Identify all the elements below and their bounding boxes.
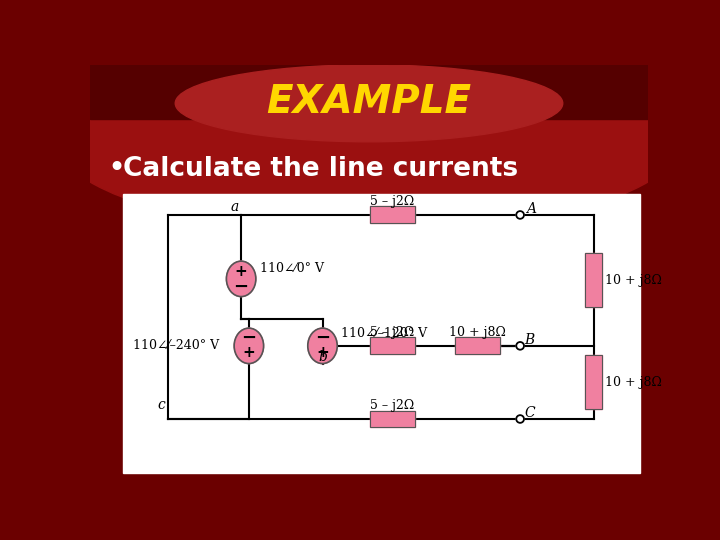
Bar — [370, 338, 415, 354]
Bar — [370, 410, 415, 428]
Bar — [455, 338, 500, 354]
Text: 5 – j2Ω: 5 – j2Ω — [370, 400, 415, 413]
Circle shape — [516, 211, 524, 219]
Text: C: C — [524, 406, 535, 420]
Circle shape — [516, 415, 524, 423]
Text: 5 – j2Ω: 5 – j2Ω — [370, 326, 415, 339]
Text: 10 + j8Ω: 10 + j8Ω — [605, 376, 662, 389]
Text: −: − — [241, 329, 256, 347]
Text: b: b — [318, 349, 327, 363]
Bar — [90, 65, 648, 119]
Text: Calculate the line currents: Calculate the line currents — [122, 156, 518, 182]
Text: B: B — [524, 333, 534, 347]
Text: 10 + j8Ω: 10 + j8Ω — [449, 326, 506, 339]
Ellipse shape — [226, 261, 256, 296]
Bar — [370, 206, 415, 224]
Ellipse shape — [307, 328, 337, 363]
Text: 110∠⁄–240° V: 110∠⁄–240° V — [132, 339, 219, 353]
Ellipse shape — [175, 65, 563, 142]
Bar — [585, 253, 602, 307]
Text: +: + — [243, 345, 256, 360]
Text: +: + — [316, 345, 329, 360]
Bar — [585, 355, 602, 409]
Text: +: + — [235, 265, 248, 279]
Text: 5 – j2Ω: 5 – j2Ω — [370, 195, 415, 208]
Bar — [122, 194, 640, 473]
Text: c: c — [158, 398, 165, 412]
Bar — [585, 253, 602, 307]
Ellipse shape — [51, 34, 687, 234]
Bar — [455, 338, 500, 354]
Text: •: • — [107, 154, 125, 183]
Ellipse shape — [234, 328, 264, 363]
Bar — [370, 338, 415, 354]
Text: EXAMPLE: EXAMPLE — [266, 83, 472, 121]
Text: 10 + j8Ω: 10 + j8Ω — [605, 274, 662, 287]
Text: 110∠⁄–120° V: 110∠⁄–120° V — [341, 327, 427, 340]
Text: −: − — [233, 278, 248, 295]
Text: −: − — [315, 329, 330, 347]
Bar — [370, 206, 415, 224]
Text: 110∠⁄0° V: 110∠⁄0° V — [260, 261, 324, 274]
Bar — [370, 410, 415, 428]
Circle shape — [516, 342, 524, 350]
Text: a: a — [231, 200, 239, 214]
Text: A: A — [526, 202, 536, 216]
Bar — [585, 355, 602, 409]
